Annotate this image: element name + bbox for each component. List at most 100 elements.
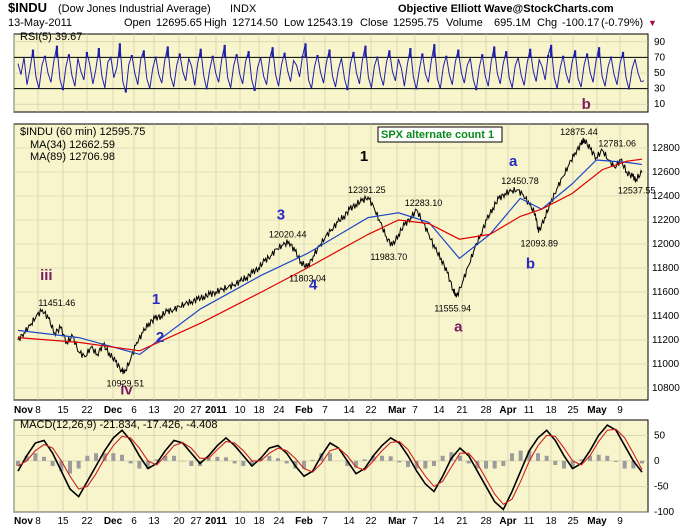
header-exchange: INDX xyxy=(230,3,257,15)
wave-label: 1 xyxy=(152,291,160,308)
rsi-tick-label: 50 xyxy=(654,68,666,79)
wave-label: b xyxy=(582,96,591,113)
price-x-tick-label: 22 xyxy=(365,405,377,416)
macd-tick-label: 0 xyxy=(654,456,660,467)
price-tick-label: 10800 xyxy=(652,383,680,394)
price-x-tick-label: 13 xyxy=(148,405,160,416)
price-x-tick-label: Feb xyxy=(295,405,313,416)
price-x-tick-label: 6 xyxy=(131,405,137,416)
wave-label: 2 xyxy=(156,329,164,346)
macd-x-tick-label: 24 xyxy=(273,516,285,527)
macd-frame xyxy=(13,419,649,513)
macd-x-tick-label: 27 xyxy=(190,516,202,527)
macd-tick-label: -50 xyxy=(654,481,669,492)
price-annotation: 12875.44 xyxy=(560,127,598,137)
ma89-legend: MA(89) 12706.98 xyxy=(30,151,115,163)
ma34-legend: MA(34) 12662.59 xyxy=(30,139,115,151)
price-x-tick-label: 28 xyxy=(480,405,492,416)
header-date: 13-May-2011 xyxy=(8,17,72,29)
wave-label: a xyxy=(454,318,463,335)
macd-x-tick-label: 21 xyxy=(456,516,468,527)
price-x-tick-label: May xyxy=(587,405,607,416)
price-x-tick-label: 20 xyxy=(173,405,185,416)
price-x-tick-label: 18 xyxy=(253,405,265,416)
macd-x-tick-label: 7 xyxy=(412,516,418,527)
header-close-label: Close xyxy=(360,17,388,29)
header-brand: Objective Elliott Wave@StockCharts.com xyxy=(398,3,614,15)
price-x-tick-label: 9 xyxy=(617,405,623,416)
price-annotation: 12020.44 xyxy=(269,230,307,240)
price-x-tick-label: Mar xyxy=(388,405,406,416)
price-x-tick-label: 18 xyxy=(545,405,557,416)
price-tick-label: 12600 xyxy=(652,167,680,178)
header-chg-label: Chg xyxy=(537,17,557,29)
header-open-label: Open xyxy=(124,17,151,29)
macd-x-tick-label: May xyxy=(587,516,607,527)
wave-label: 1 xyxy=(360,148,368,165)
macd-x-tick-label: 2011 xyxy=(205,516,227,527)
header-volume-value: 695.1M xyxy=(494,17,531,29)
macd-x-tick-label: 14 xyxy=(433,516,445,527)
price-x-tick-label: 14 xyxy=(433,405,445,416)
price-annotation: 12537.55 xyxy=(618,185,656,195)
price-tick-label: 12000 xyxy=(652,239,680,250)
macd-x-tick-label: 14 xyxy=(343,516,355,527)
price-tick-label: 11800 xyxy=(652,263,680,274)
rsi-tick-label: 90 xyxy=(654,37,666,48)
price-legend: $INDU (60 min) 12595.75 xyxy=(20,126,145,138)
wave-label: iii xyxy=(40,267,53,284)
price-panel: 12800 12600 12400 12200 12000 11800 11600 11400… xyxy=(13,96,680,416)
rsi-line xyxy=(17,43,645,93)
price-x-tick-label: Apr xyxy=(499,405,516,416)
macd-x-tick-label: 11 xyxy=(524,516,535,527)
macd-signal-line xyxy=(17,428,643,506)
down-arrow-icon: ▼ xyxy=(648,18,657,28)
wave-label: 4 xyxy=(309,277,318,294)
macd-x-tick-label: 18 xyxy=(545,516,557,527)
price-annotation: 11555.94 xyxy=(434,303,471,313)
macd-line xyxy=(17,424,643,511)
price-annotation: 10929.51 xyxy=(107,378,145,388)
header-chg-value: -100.17 xyxy=(562,17,599,29)
rsi-tick-label: 70 xyxy=(654,52,666,63)
header-low-value: 12543.19 xyxy=(307,17,353,29)
macd-x-tick-label: 8 xyxy=(35,516,41,527)
macd-x-tick-label: 7 xyxy=(322,516,328,527)
price-x-tick-label: 22 xyxy=(81,405,93,416)
header-high-value: 12714.50 xyxy=(232,17,278,29)
price-x-tick-label: 25 xyxy=(567,405,579,416)
wave-label: b xyxy=(526,256,535,273)
macd-tick-label: -100 xyxy=(654,507,674,518)
header-name: (Dow Jones Industrial Average) xyxy=(58,3,211,15)
rsi-tick-label: 30 xyxy=(654,84,666,95)
ma89-line xyxy=(17,158,643,352)
price-x-tick-label: 11 xyxy=(524,405,535,416)
macd-x-tick-label: Nov xyxy=(14,516,33,527)
price-x-tick-label: Nov xyxy=(14,405,33,416)
price-x-tick-label: 7 xyxy=(412,405,418,416)
price-tick-label: 11200 xyxy=(652,335,680,346)
ma34-line xyxy=(17,159,643,356)
rsi-panel: 90 70 50 30 10 xyxy=(13,33,666,113)
price-x-tick-label: 14 xyxy=(343,405,355,416)
price-annotation: 11983.70 xyxy=(370,252,407,262)
price-x-tick-label: 27 xyxy=(190,405,202,416)
price-tick-label: 12200 xyxy=(652,215,680,226)
price-annotation: 12781.06 xyxy=(598,138,636,148)
price-x-tick-label: 7 xyxy=(322,405,328,416)
macd-x-tick-label: 28 xyxy=(480,516,492,527)
price-x-tick-label: 15 xyxy=(57,405,69,416)
rsi-tick-label: 10 xyxy=(654,99,666,110)
price-x-tick-label: 21 xyxy=(456,405,468,416)
price-x-tick-label: 10 xyxy=(234,405,246,416)
note-box xyxy=(377,126,503,143)
header-open-value: 12695.65 xyxy=(156,17,202,29)
price-annotation: 12391.25 xyxy=(348,185,386,195)
price-x-tick-label: Dec xyxy=(104,405,123,416)
price-x-tick-label: 2011 xyxy=(205,405,227,416)
macd-x-tick-label: 20 xyxy=(173,516,185,527)
price-line xyxy=(17,137,643,375)
macd-x-tick-label: 13 xyxy=(148,516,160,527)
price-annotation: 11451.46 xyxy=(38,298,75,308)
